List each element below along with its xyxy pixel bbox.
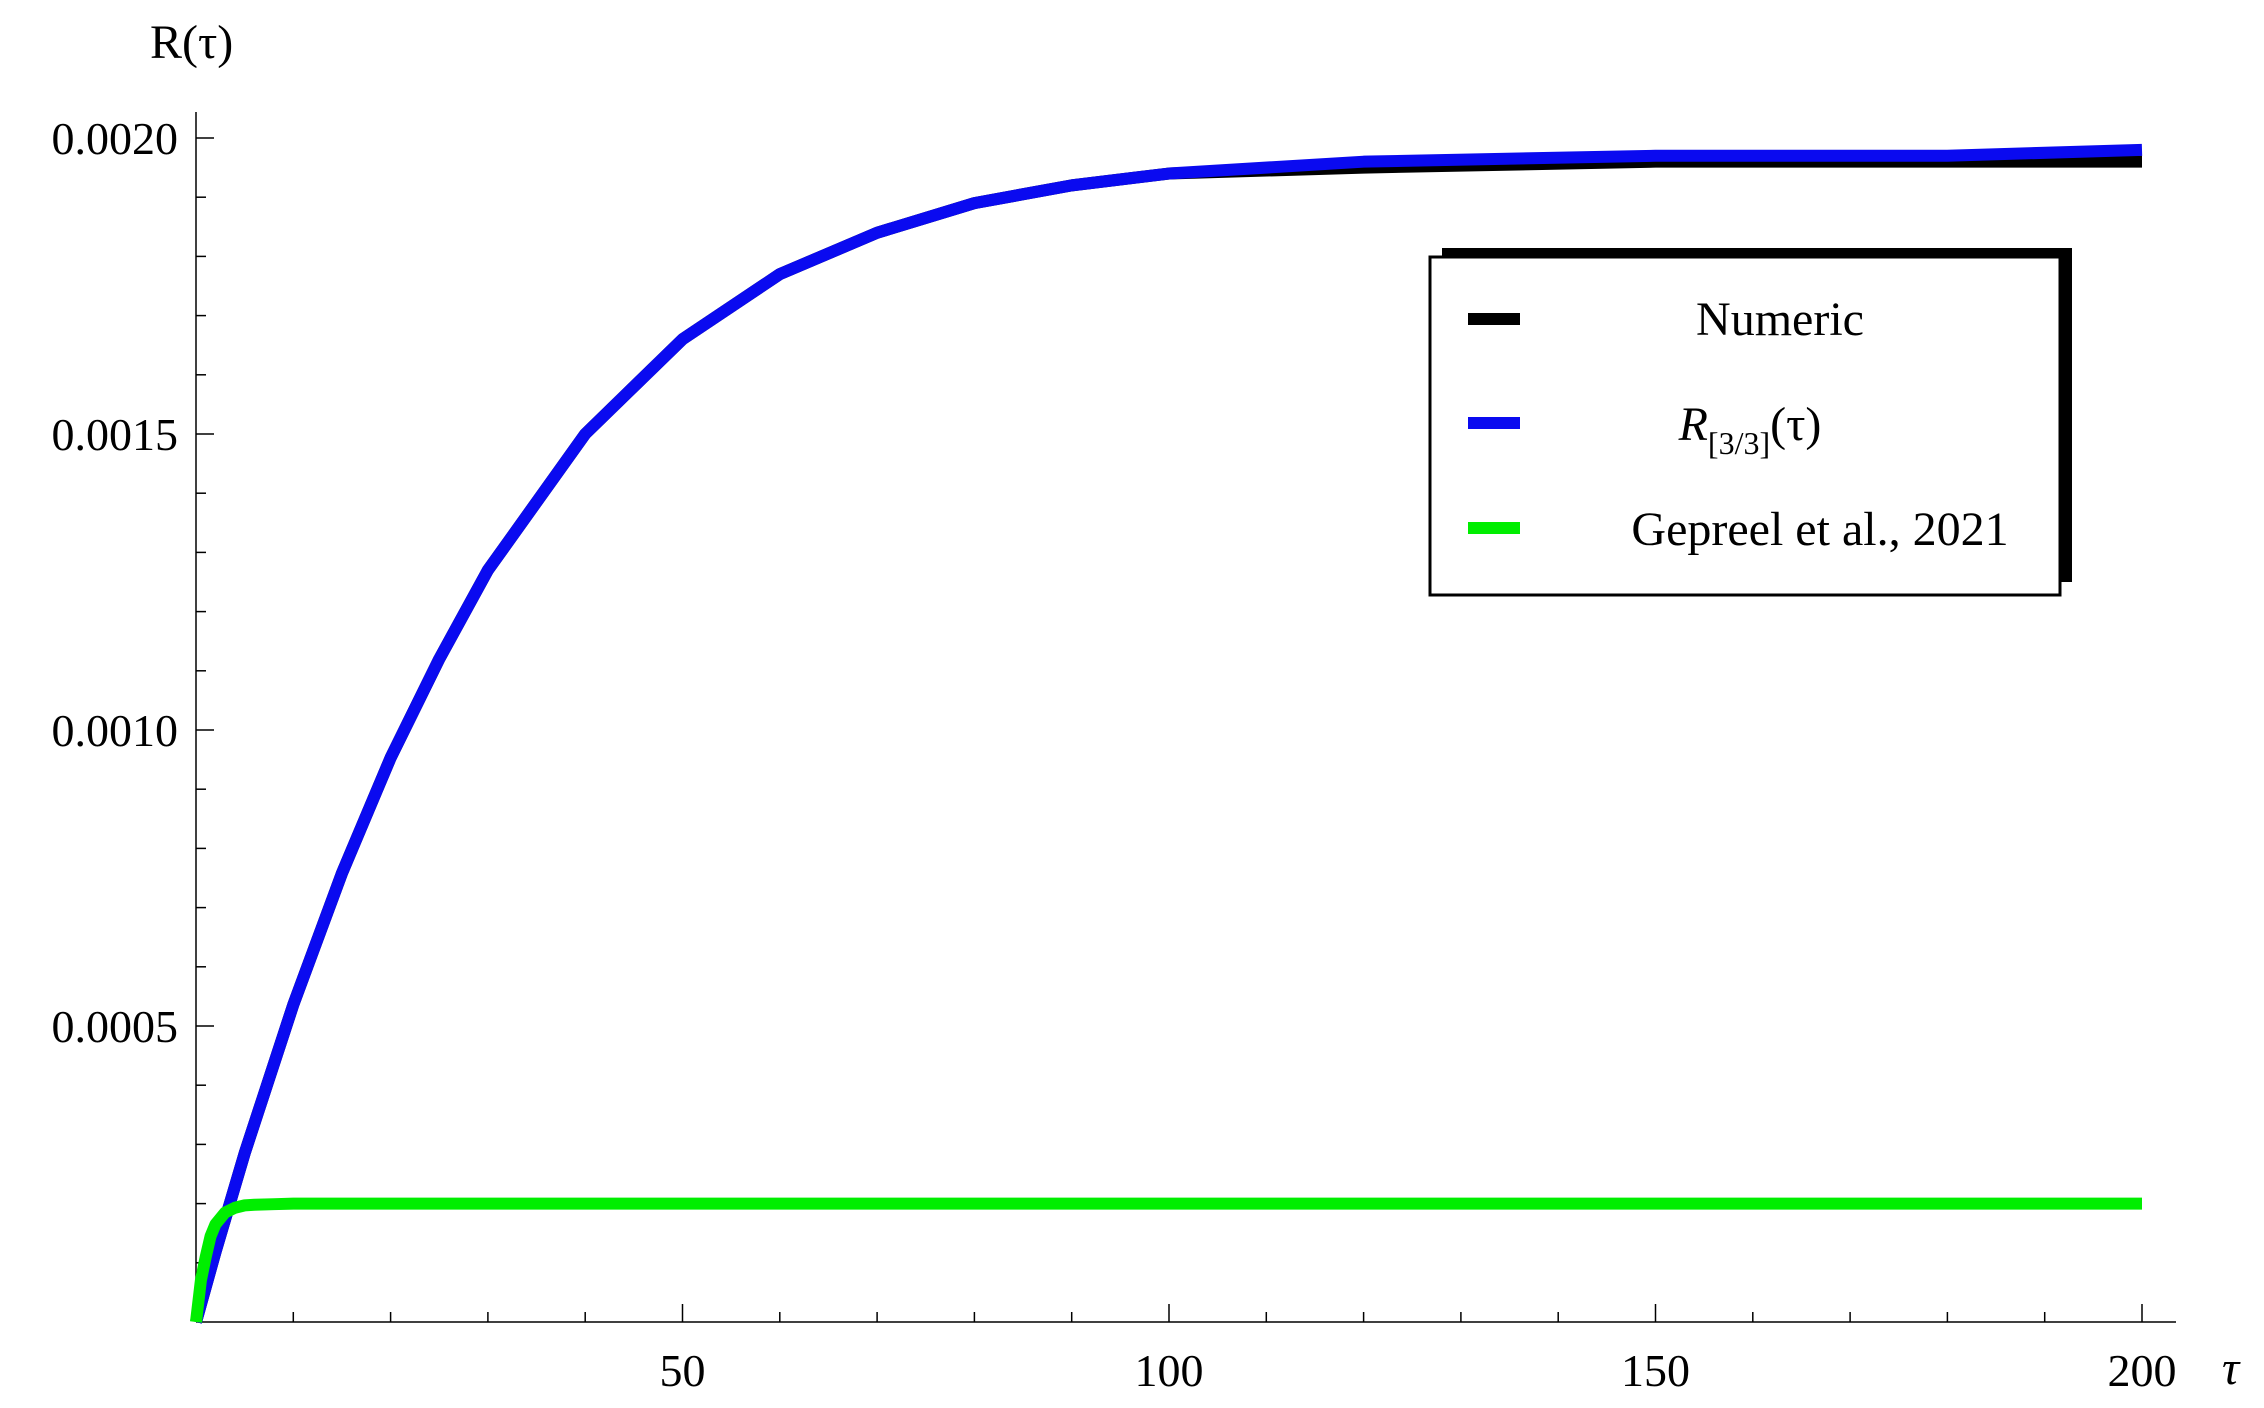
axes: 50 100 150 200 0.0005 0.0010 0.0015 0.0020 [52, 112, 2177, 1396]
y-tick-label: 0.0010 [52, 705, 179, 756]
y-tick-label: 0.0015 [52, 409, 179, 460]
y-tick-label: 0.0005 [52, 1001, 179, 1052]
legend-label-pade: R[3/3](τ) [1678, 398, 1822, 461]
x-tick-label: 150 [1621, 1345, 1690, 1396]
legend: Numeric R[3/3](τ) Gepreel et al., 2021 [1428, 248, 2072, 597]
series-line-pade [190, 143, 2143, 1324]
x-tick-label: 200 [2108, 1345, 2177, 1396]
x-axis-title: τ [2222, 1342, 2241, 1395]
y-tick-label: 0.0020 [52, 113, 179, 164]
legend-box [1428, 255, 2062, 597]
legend-label-gepreel: Gepreel et al., 2021 [1631, 503, 2008, 556]
series-layer [190, 143, 2143, 1324]
series-line-gepreel [190, 1197, 2142, 1323]
x-tick-label: 50 [660, 1345, 706, 1396]
legend-label-numeric: Numeric [1696, 293, 1864, 346]
x-tick-label: 100 [1135, 1345, 1204, 1396]
y-axis-title: R(τ) [150, 16, 233, 69]
